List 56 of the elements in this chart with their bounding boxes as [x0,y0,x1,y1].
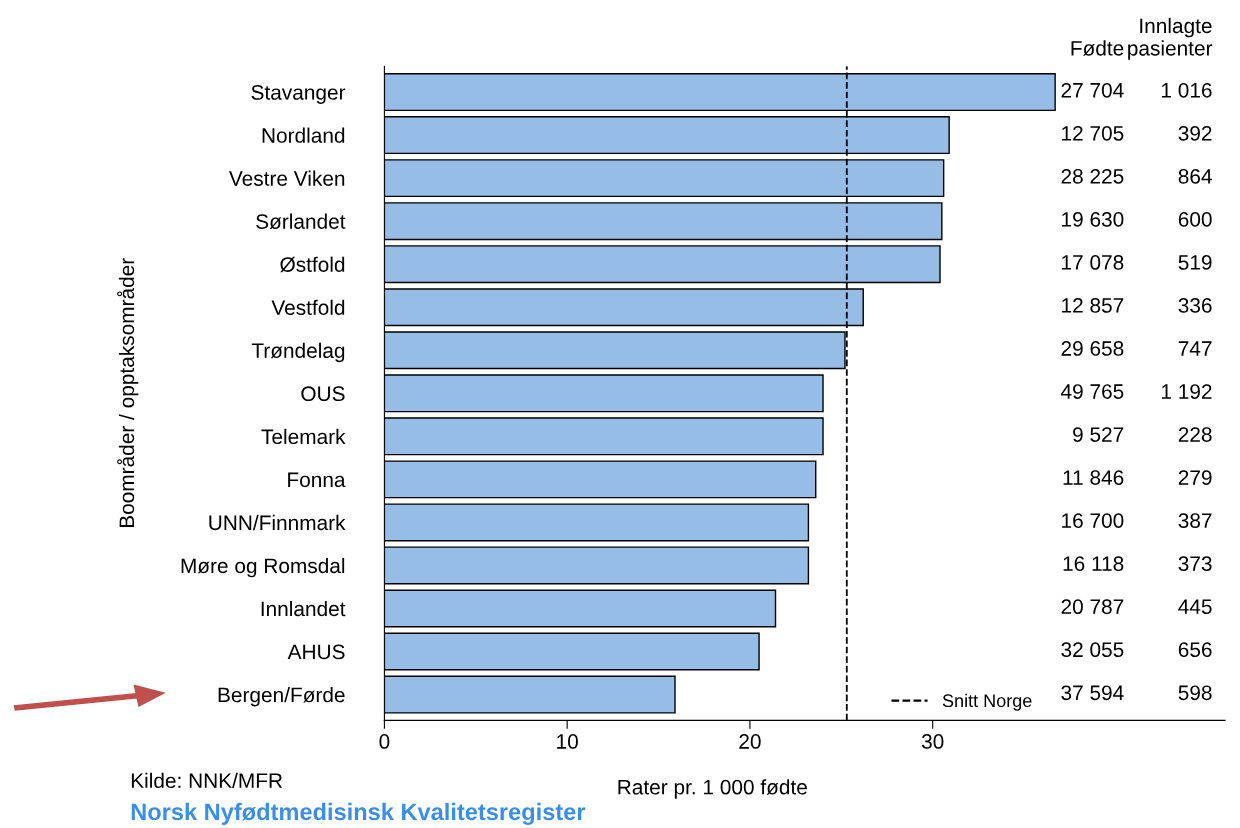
annotation: 29 658 [1061,341,1124,356]
annotation: 12 857 [1062,298,1124,313]
annotation: 373 [1178,556,1212,572]
y-tick-label: Nordland [262,127,345,143]
y-tick-label: Fonna [288,472,346,488]
y-tick-label: OUS [301,386,345,402]
annotation: 228 [1178,427,1212,442]
annotation: 12 705 [1062,125,1124,141]
annotation: 1 192 [1161,384,1212,399]
y-tick-label: Østfold [280,256,345,273]
annotation: 19 630 [1062,212,1124,227]
annotation: 598 [1178,685,1212,701]
y-tick-label: Sørlandet [256,213,346,230]
ref-line-label: Snitt Norge [942,693,1032,711]
annotation: 864 [1178,168,1212,184]
y-tick-label: Innlandet [261,600,346,617]
annotation: 16 700 [1062,513,1124,528]
y-tick-label: Stavanger [251,85,346,104]
annotation: 747 [1178,341,1212,356]
y-tick-label: Vestfold [271,299,345,315]
annotation: 32 055 [1061,642,1124,658]
annotation: 1 016 [1161,82,1212,98]
y-tick-label: UNN/Finnmark [209,514,346,531]
y-axis-title: Boområder / opptaksområder [117,258,139,528]
y-tick-label: Telemark [261,428,346,445]
annotation: 16 118 [1063,556,1124,572]
x-axis-title: Rater pr. 1 000 fødte [618,779,807,799]
annotation: 387 [1178,513,1212,528]
y-tick-label: Trøndelag [251,342,345,363]
text: Innlagte pasienter [1128,17,1213,60]
annotation: 11 846 [1063,470,1124,485]
text: Fødte [1071,40,1124,56]
annotation: 392 [1178,125,1212,141]
y-tick-label: Møre og Romsdal [181,557,345,578]
annotation: 279 [1178,470,1212,485]
annotation: 656 [1178,642,1212,658]
text: Kilde: NNK/MFR [131,772,283,789]
x-tick-label: 0 [379,734,390,749]
x-tick-label: 20 [739,734,761,749]
y-tick-label: Vestre Viken [229,170,345,186]
annotation: 519 [1178,255,1212,270]
annotation: 336 [1178,298,1212,313]
x-tick-label: 10 [557,734,578,749]
y-tick-label: Bergen/Førde [218,686,345,707]
annotation: 20 787 [1061,599,1124,615]
annotation: 445 [1178,599,1212,615]
annotation: 37 594 [1061,685,1124,701]
annotation: 27 704 [1061,82,1124,98]
annotation: 28 225 [1061,168,1124,184]
annotation: 9 527 [1073,427,1124,442]
y-tick-label: AHUS [287,644,345,660]
x-tick-label: 30 [921,734,944,749]
annotation: 49 765 [1061,384,1124,399]
text: Norsk Nyfødtmedisinsk Kvalitetsregister [131,802,586,825]
annotation: 600 [1178,212,1212,227]
annotation: 17 078 [1062,255,1124,270]
